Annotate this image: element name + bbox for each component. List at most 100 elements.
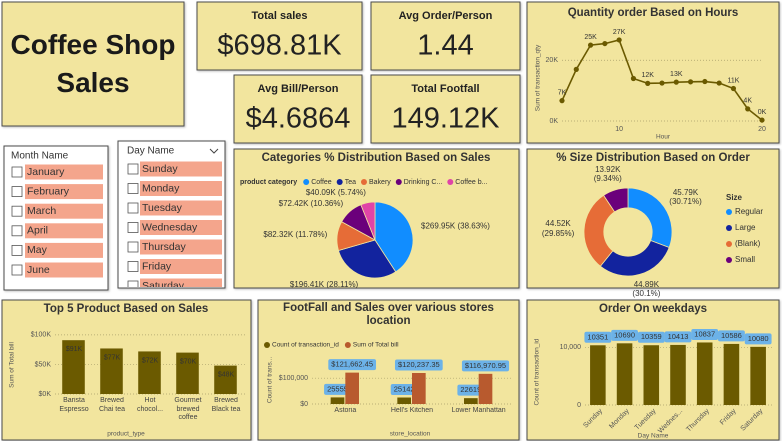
- slicer-item-bg[interactable]: [140, 220, 222, 235]
- kpi-card: [196, 1, 363, 71]
- x-tick-label: Lower Manhattan: [451, 407, 506, 414]
- slicer-item-bg[interactable]: [140, 200, 222, 216]
- kpi-label: Avg Order/Person: [399, 10, 493, 22]
- x-tick-label-box: Brewed Chai tea: [99, 397, 125, 413]
- slicer-checkbox[interactable]: [127, 163, 139, 175]
- y-tick-label: 0K: [549, 118, 558, 125]
- line-marker: [659, 80, 665, 86]
- slicer-checkbox[interactable]: [127, 202, 139, 214]
- slicer-item[interactable]: Wednesday: [142, 221, 198, 233]
- slicer-item-bg[interactable]: [140, 181, 222, 196]
- data-label: $72.42K (10.36%): [279, 199, 344, 208]
- slicer-checkbox[interactable]: [11, 264, 23, 276]
- bar: [138, 351, 161, 394]
- data-label: $269.95K (38.63%): [421, 221, 490, 230]
- slicer-item[interactable]: March: [27, 205, 56, 217]
- slicer-item[interactable]: Friday: [142, 260, 172, 272]
- data-label: 10080: [748, 334, 769, 343]
- slicer-checkbox[interactable]: [11, 166, 23, 178]
- data-label-box: 45.79K (30.71%): [669, 188, 701, 207]
- slicer-item-bg[interactable]: [25, 262, 103, 278]
- legend-marker: [726, 241, 732, 247]
- slicer-checkbox[interactable]: [11, 205, 23, 217]
- chart-title: Quantity order Based on Hours: [568, 7, 739, 19]
- kpi-label: Total sales: [251, 10, 307, 22]
- bar: [464, 398, 478, 404]
- slicer-checkbox[interactable]: [127, 241, 139, 253]
- slicer-item[interactable]: Sunday: [142, 163, 178, 175]
- legend-label: Coffee b...: [455, 179, 487, 186]
- x-axis-label: product_type: [107, 431, 145, 438]
- slicer-item[interactable]: April: [27, 225, 48, 237]
- data-label-bg: [744, 333, 772, 345]
- data-label-box: 13.92K (9.34%): [594, 165, 622, 184]
- data-label-bg: [584, 331, 612, 343]
- bar: [345, 372, 359, 404]
- slicer-item[interactable]: May: [27, 244, 48, 256]
- legend-marker: [726, 225, 732, 231]
- legend-marker: [336, 179, 343, 185]
- data-label: 7K: [558, 90, 567, 97]
- y-axis-label: Sum of Total bill: [9, 342, 16, 388]
- chart-title: Categories % Distribution Based on Sales: [262, 152, 491, 164]
- slicer-checkbox[interactable]: [11, 225, 23, 237]
- slicer-item-bg[interactable]: [140, 259, 222, 274]
- slicer-item[interactable]: Monday: [142, 182, 180, 194]
- data-label: 10359: [641, 332, 662, 341]
- x-tick-label: Hot chocol...: [136, 397, 164, 413]
- slicer-item-bg[interactable]: [25, 242, 103, 258]
- legend-label: Small: [735, 255, 755, 264]
- dropdown-chevron[interactable]: [209, 148, 219, 154]
- data-label: $40.09K (5.74%): [306, 188, 366, 197]
- data-label-bg: [637, 331, 665, 343]
- data-label: 25K: [584, 34, 597, 41]
- data-label-bg: [394, 359, 443, 371]
- slicer-checkbox[interactable]: [127, 183, 139, 194]
- data-label: 44.52K (29.85%): [541, 219, 575, 238]
- data-label: 22619: [460, 385, 481, 394]
- slicer-item[interactable]: January: [27, 166, 65, 178]
- kpi-label: Avg Bill/Person: [258, 83, 339, 95]
- kpi-value: $698.81K: [217, 30, 342, 62]
- kpi-card: [370, 1, 521, 71]
- slicer-item[interactable]: Thursday: [142, 241, 187, 253]
- kpi-value: 1.44: [417, 30, 473, 62]
- y-tick-label: $0: [300, 401, 308, 408]
- data-label-bg: [328, 359, 377, 371]
- line-marker: [745, 106, 751, 112]
- legend-marker: [447, 179, 454, 185]
- line-marker: [587, 42, 594, 48]
- slicer-item[interactable]: Tuesday: [142, 202, 183, 214]
- bar: [478, 373, 493, 404]
- data-label: 10837: [694, 329, 715, 338]
- line-marker: [559, 98, 565, 104]
- slicer-item[interactable]: February: [27, 185, 70, 197]
- data-label-bg: [457, 384, 485, 396]
- x-tick-label: Brewed Black tea: [211, 397, 241, 413]
- slicer-item[interactable]: June: [27, 264, 50, 276]
- slicer-item-bg[interactable]: [140, 161, 222, 177]
- slicer-item[interactable]: Saturday: [142, 280, 185, 292]
- x-tick-label: Astoria: [334, 407, 357, 414]
- legend-label: Tea: [345, 179, 356, 186]
- slicer-item-bg[interactable]: [25, 203, 103, 219]
- slicer-checkbox[interactable]: [127, 261, 139, 272]
- slicer-item-bg[interactable]: [25, 223, 103, 239]
- x-tick-label: Hell's Kitchen: [390, 407, 434, 414]
- slicer-checkbox[interactable]: [127, 222, 139, 233]
- slicer-item-bg[interactable]: [25, 164, 103, 180]
- data-label: $48K: [218, 371, 235, 378]
- slicer-item-bg[interactable]: [25, 184, 103, 200]
- slicer-item-bg[interactable]: [140, 278, 222, 294]
- legend-marker: [264, 342, 270, 348]
- slicer-checkbox[interactable]: [11, 244, 23, 256]
- y-axis-label: Sum of transaction_qty: [535, 44, 542, 111]
- legend-label: Bakery: [369, 179, 391, 186]
- kpi-label: Total Footfall: [411, 83, 479, 95]
- slicer-checkbox[interactable]: [127, 280, 139, 291]
- slicer-item-bg[interactable]: [140, 239, 222, 255]
- line-marker: [730, 85, 737, 92]
- slicer-checkbox[interactable]: [11, 186, 23, 198]
- line-marker: [702, 78, 708, 85]
